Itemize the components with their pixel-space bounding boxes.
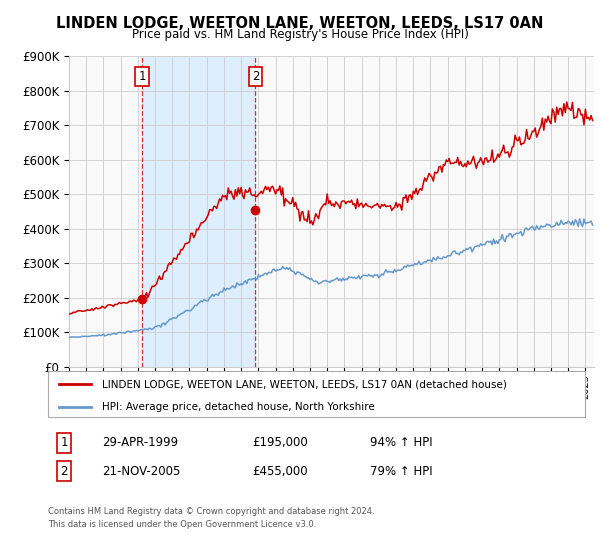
Text: 29-APR-1999: 29-APR-1999 <box>102 436 178 450</box>
Text: LINDEN LODGE, WEETON LANE, WEETON, LEEDS, LS17 0AN (detached house): LINDEN LODGE, WEETON LANE, WEETON, LEEDS… <box>102 379 506 389</box>
Text: 94% ↑ HPI: 94% ↑ HPI <box>370 436 433 450</box>
Text: Contains HM Land Registry data © Crown copyright and database right 2024.: Contains HM Land Registry data © Crown c… <box>48 507 374 516</box>
FancyBboxPatch shape <box>48 371 585 417</box>
Text: 1: 1 <box>61 436 68 450</box>
Text: £455,000: £455,000 <box>252 465 308 478</box>
Text: HPI: Average price, detached house, North Yorkshire: HPI: Average price, detached house, Nort… <box>102 402 374 412</box>
Text: 2: 2 <box>252 70 259 83</box>
Text: 21-NOV-2005: 21-NOV-2005 <box>102 465 180 478</box>
Text: 79% ↑ HPI: 79% ↑ HPI <box>370 465 433 478</box>
Text: 1: 1 <box>139 70 146 83</box>
Text: £195,000: £195,000 <box>252 436 308 450</box>
Bar <box>142 56 256 367</box>
Text: Price paid vs. HM Land Registry's House Price Index (HPI): Price paid vs. HM Land Registry's House … <box>131 28 469 41</box>
Text: This data is licensed under the Open Government Licence v3.0.: This data is licensed under the Open Gov… <box>48 520 316 529</box>
Text: 2: 2 <box>61 465 68 478</box>
Text: LINDEN LODGE, WEETON LANE, WEETON, LEEDS, LS17 0AN: LINDEN LODGE, WEETON LANE, WEETON, LEEDS… <box>56 16 544 31</box>
